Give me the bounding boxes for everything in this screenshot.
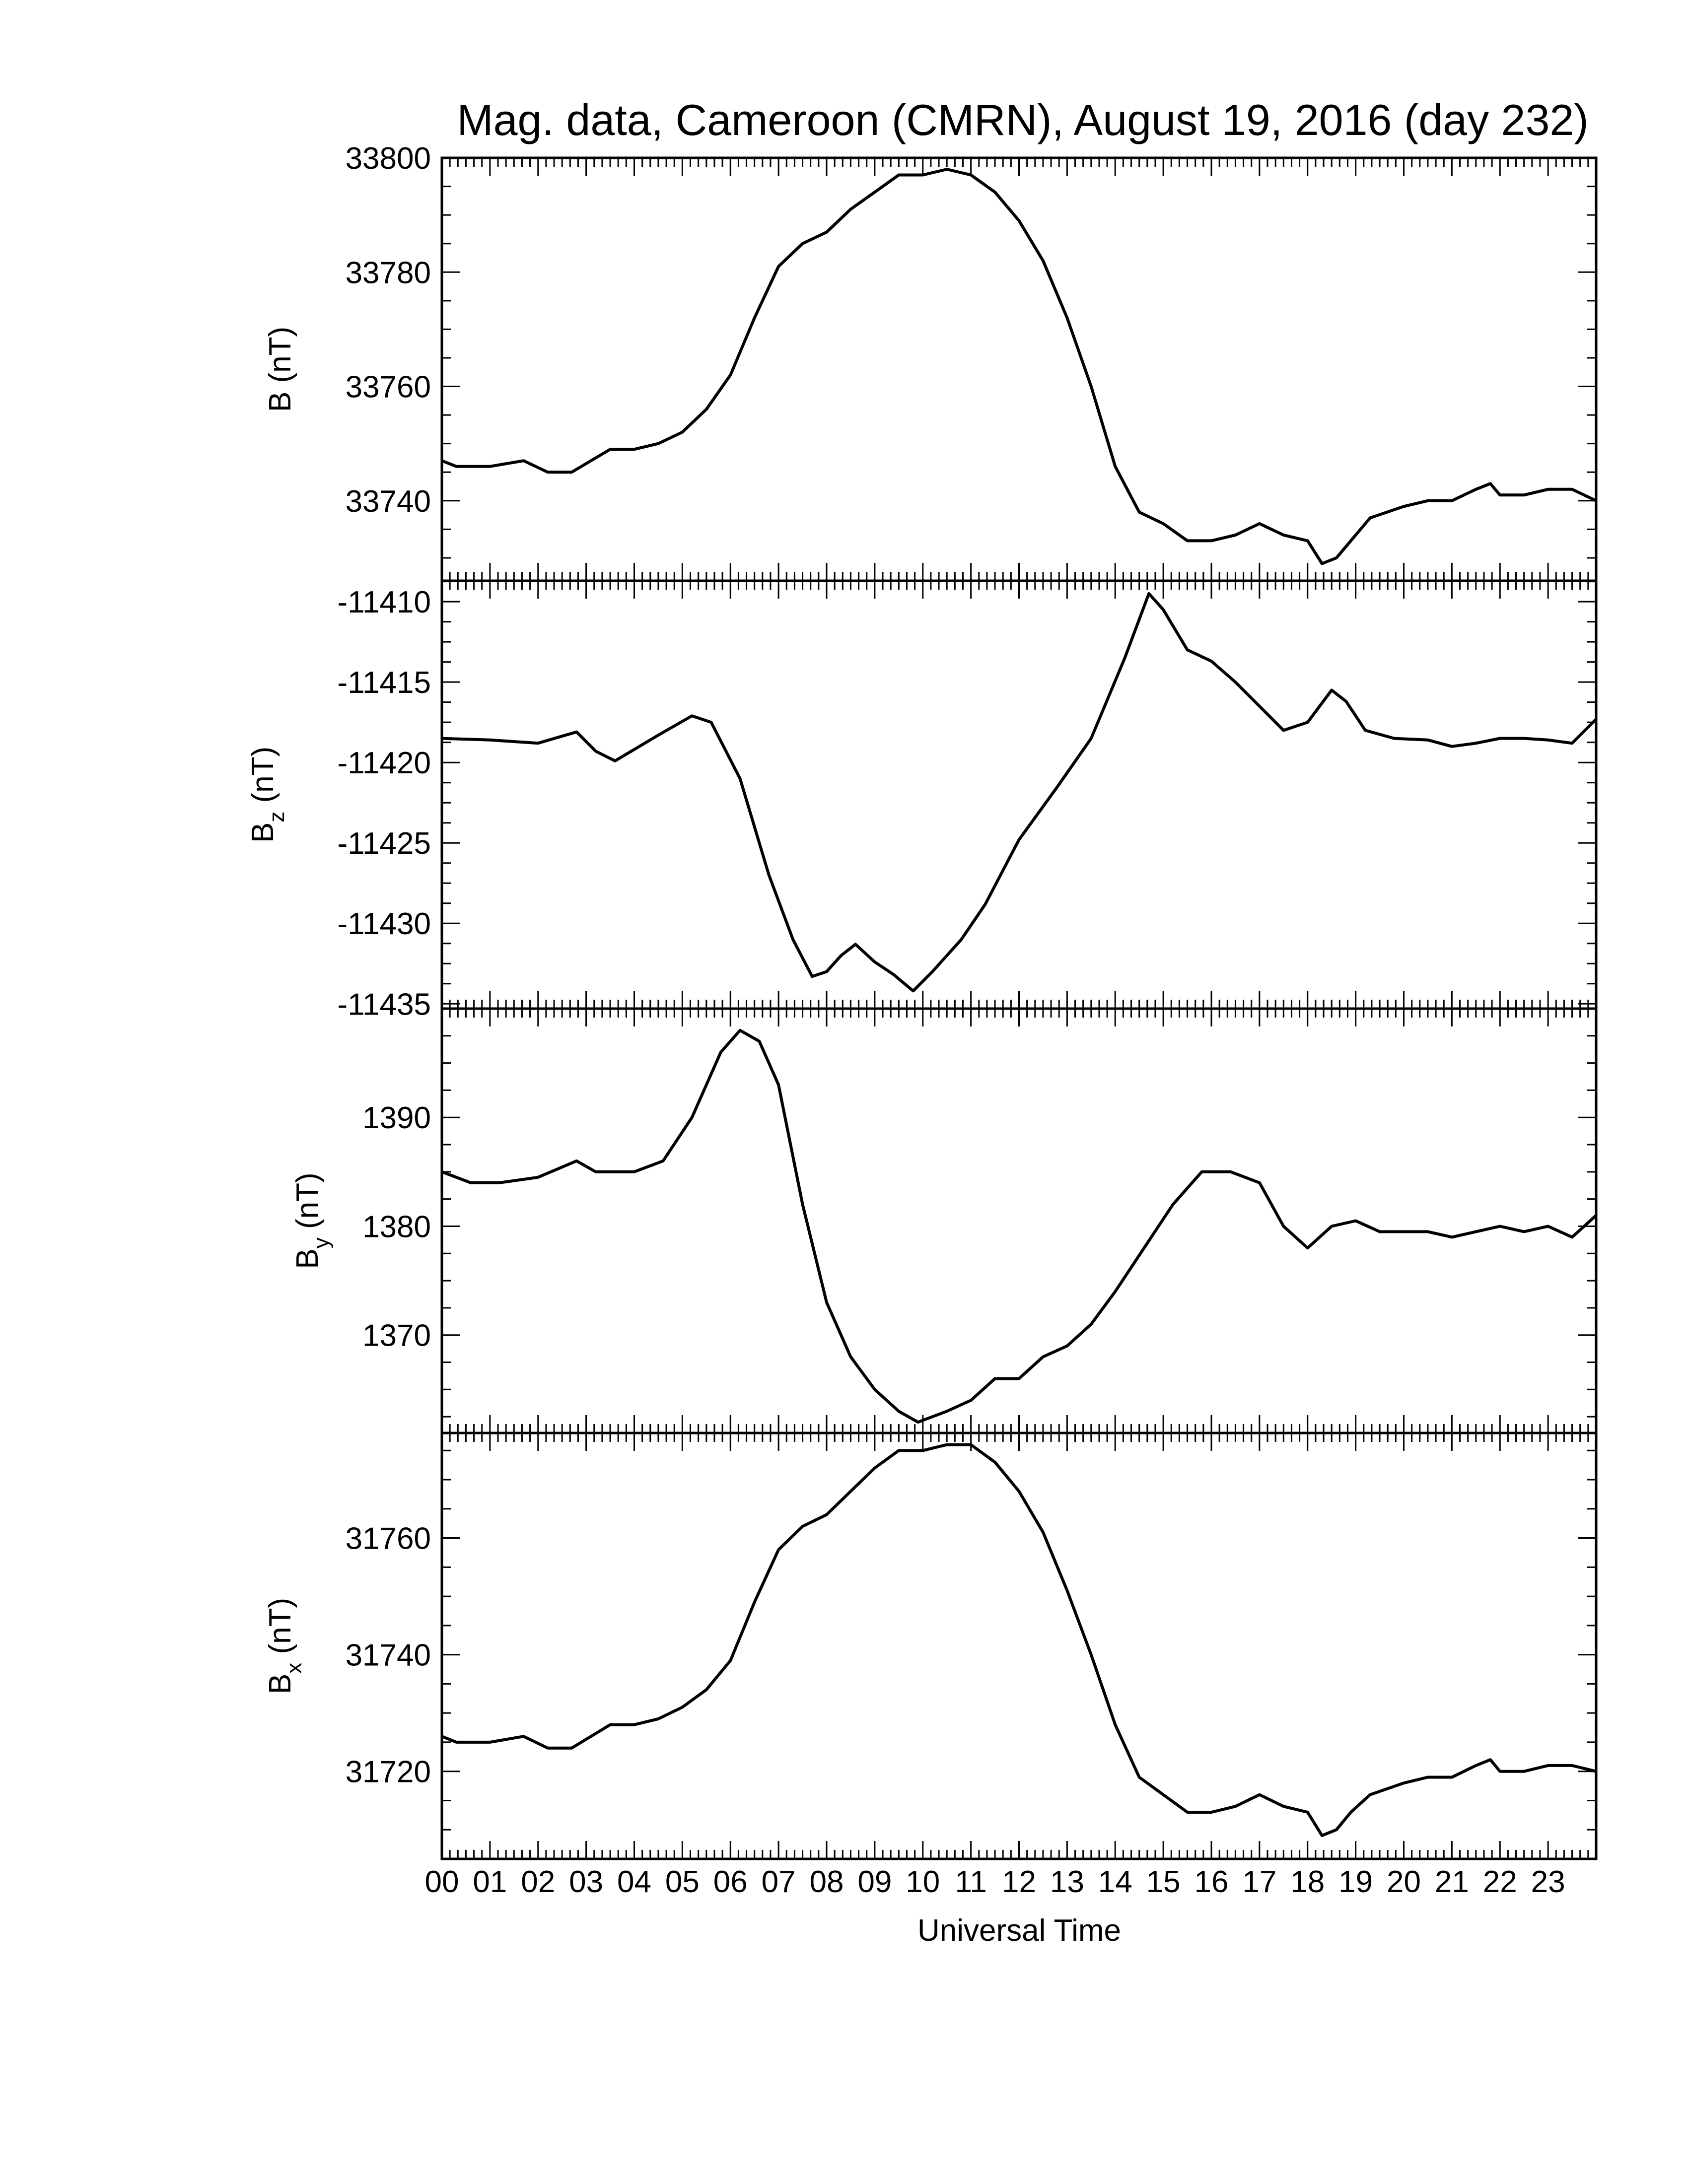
x-tick-label: 03 — [569, 1865, 603, 1899]
y-tick-label: -11420 — [338, 746, 431, 780]
x-tick-label: 13 — [1050, 1865, 1084, 1899]
y-tick-label: 33780 — [346, 256, 431, 290]
chart-title: Mag. data, Cameroon (CMRN), August 19, 2… — [457, 95, 1588, 144]
x-tick-label: 12 — [1002, 1865, 1036, 1899]
y-axis-label-Bx: Bx (nT) — [263, 1598, 306, 1694]
x-tick-label: 22 — [1483, 1865, 1517, 1899]
y-tick-label: 33760 — [346, 370, 431, 405]
x-tick-label: 04 — [617, 1865, 651, 1899]
x-tick-label: 08 — [810, 1865, 844, 1899]
y-tick-label: 31720 — [346, 1755, 431, 1789]
x-tick-label: 18 — [1290, 1865, 1325, 1899]
series-line-Bx — [441, 1443, 1597, 1837]
y-tick-label: 31760 — [346, 1522, 431, 1556]
x-tick-label: 07 — [762, 1865, 796, 1899]
y-tick-label: 33740 — [346, 484, 431, 519]
x-tick-label: 16 — [1195, 1865, 1229, 1899]
x-tick-label: 15 — [1146, 1865, 1181, 1899]
panel-B: 33740 33760 33780 33800 B (nT) — [263, 141, 1598, 582]
y-tick-label: 1380 — [362, 1210, 431, 1244]
x-tick-label: 14 — [1098, 1865, 1132, 1899]
y-tick-label: -11415 — [338, 666, 431, 700]
x-tick-label: 23 — [1531, 1865, 1565, 1899]
y-axis-label-B: B (nT) — [263, 327, 297, 412]
x-tick-label: 02 — [521, 1865, 555, 1899]
x-tick-label: 19 — [1338, 1865, 1373, 1899]
y-axis-label-By: By (nT) — [290, 1172, 334, 1269]
y-tick-label: 31740 — [346, 1638, 431, 1673]
x-tick-label: 00 — [425, 1865, 459, 1899]
y-tick-label: -11435 — [338, 987, 431, 1022]
series-line-B — [441, 168, 1597, 565]
y-tick-label: -11425 — [338, 826, 431, 861]
panel-By: 1370 1380 1390 By (nT) — [290, 1007, 1598, 1434]
panel-frame — [440, 1432, 1598, 1860]
y-tick-label: 1390 — [362, 1101, 431, 1135]
x-tick-label: 10 — [906, 1865, 940, 1899]
y-tick-label: 1370 — [362, 1319, 431, 1353]
x-tick-label: 17 — [1242, 1865, 1276, 1899]
y-tick-label: 33800 — [346, 141, 431, 176]
panel-frame — [440, 1007, 1598, 1434]
x-tick-label: 01 — [473, 1865, 507, 1899]
x-tick-label: 20 — [1387, 1865, 1421, 1899]
y-axis-label-Bz: Bz (nT) — [246, 747, 289, 843]
x-tick-label: 05 — [665, 1865, 700, 1899]
x-tick-label: 11 — [955, 1865, 986, 1899]
series-line-By — [441, 1028, 1598, 1424]
y-tick-label: -11410 — [338, 585, 431, 619]
panel-Bz: -11410 -11415 -11420 -11425 -11430 -11435 Bz (… — [246, 579, 1598, 1022]
x-tick-label: 06 — [713, 1865, 748, 1899]
x-axis-label: Universal Time — [917, 1913, 1121, 1948]
x-tick-labels: 00 01 02 03 04 05 06 07 08 09 10 11 12 13 14 15 16 17 18 19… — [425, 1865, 1565, 1899]
y-tick-label: -11430 — [338, 907, 431, 941]
x-tick-label: 21 — [1435, 1865, 1469, 1899]
panel-frame — [440, 579, 1598, 1010]
x-tick-label: 09 — [857, 1865, 892, 1899]
series-line-Bz — [441, 592, 1598, 993]
panel-Bx: 31720 31740 31760 Bx (nT) — [263, 1432, 1598, 1860]
